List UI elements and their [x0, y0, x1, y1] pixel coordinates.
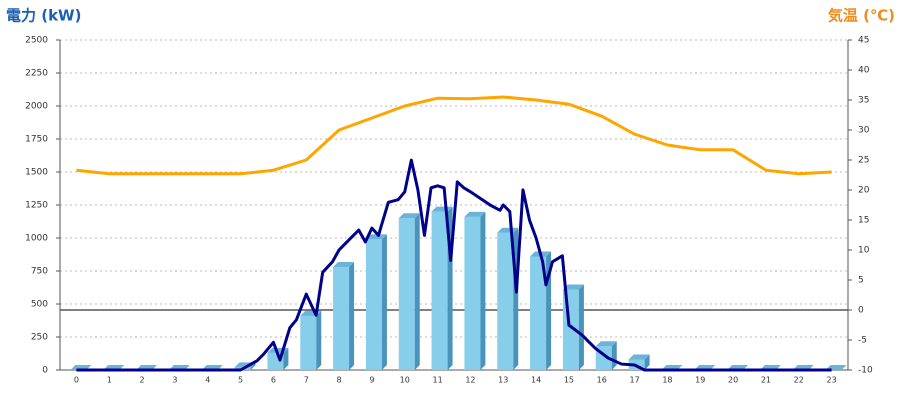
- x-tick-label: 9: [369, 376, 374, 385]
- x-tick-label: 3: [172, 376, 177, 385]
- bar-side: [480, 211, 486, 370]
- y-tick-label: 1250: [25, 201, 48, 211]
- bar-top: [497, 227, 519, 233]
- x-tick-label: 12: [465, 376, 475, 385]
- y-tick-label: 1000: [25, 234, 48, 244]
- bar-top: [628, 354, 650, 360]
- bar: [431, 211, 448, 370]
- line: [76, 158, 832, 372]
- y2-tick-label: 5: [858, 276, 864, 286]
- y-tick-label: 2250: [25, 69, 48, 79]
- x-tick-label: 15: [564, 376, 574, 385]
- bar-top: [333, 262, 355, 268]
- x-tick-label: 13: [498, 376, 508, 385]
- x-tick-label: 22: [794, 376, 804, 385]
- bar: [365, 239, 382, 370]
- x-tick-label: 16: [597, 376, 607, 385]
- bar: [300, 315, 317, 370]
- x-tick-label: 11: [432, 376, 442, 385]
- bar-side: [644, 354, 650, 370]
- x-tick-label: 8: [337, 376, 342, 385]
- x-tick-label: 23: [826, 376, 836, 385]
- x-tick-label: 4: [205, 376, 210, 385]
- bar-side: [414, 213, 420, 370]
- y-tick-label: 2000: [25, 102, 48, 112]
- y-tick-label: 250: [31, 333, 48, 343]
- x-tick-label: 1: [107, 376, 112, 385]
- y2-tick-label: 35: [858, 96, 869, 106]
- y-tick-label: 750: [31, 267, 48, 277]
- bar: [333, 267, 350, 370]
- y2-tick-label: 25: [858, 156, 869, 166]
- x-tick-label: 21: [761, 376, 771, 385]
- y2-tick-label: 20: [858, 186, 870, 196]
- bar-side: [250, 362, 256, 370]
- bar-top: [595, 341, 617, 347]
- bar-top: [562, 284, 584, 290]
- y2-tick-label: 40: [858, 66, 870, 76]
- x-tick-label: 18: [662, 376, 672, 385]
- y2-tick-label: 10: [858, 246, 870, 256]
- bar: [464, 216, 481, 370]
- y-tick-label: 1500: [25, 168, 48, 178]
- bar-top: [464, 211, 486, 217]
- bar-side: [578, 284, 584, 370]
- x-tick-label: 2: [140, 376, 145, 385]
- y2-title: 気温 (℃): [828, 7, 895, 25]
- y2-tick-label: -10: [858, 366, 873, 376]
- y-tick-label: 0: [42, 366, 48, 376]
- x-tick-label: 17: [629, 376, 639, 385]
- y-tick-label: 2500: [25, 36, 48, 46]
- bar-side: [611, 341, 617, 370]
- chart-title: 電力 (kW): [6, 7, 81, 25]
- y2-tick-label: 30: [858, 126, 870, 136]
- bar-side: [381, 234, 387, 370]
- y2-tick-label: 0: [858, 306, 864, 316]
- bar-side: [283, 347, 289, 370]
- x-tick-label: 6: [271, 376, 276, 385]
- x-tick-label: 19: [695, 376, 705, 385]
- x-tick-label: 7: [304, 376, 309, 385]
- bar-side: [316, 310, 322, 370]
- y2-tick-label: 45: [858, 36, 869, 46]
- bar: [398, 218, 415, 370]
- bar-side: [349, 262, 355, 370]
- y-tick-label: 500: [31, 300, 48, 310]
- y2-tick-label: 15: [858, 216, 869, 226]
- line: [76, 95, 832, 176]
- y2-tick-label: -5: [858, 336, 867, 346]
- y-tick-label: 1750: [25, 135, 48, 145]
- bar-top: [398, 213, 420, 219]
- x-tick-label: 0: [74, 376, 79, 385]
- x-tick-label: 14: [531, 376, 541, 385]
- bar: [530, 256, 547, 370]
- x-tick-label: 5: [238, 376, 243, 385]
- bar: [497, 232, 514, 370]
- bar-top: [365, 234, 387, 240]
- x-tick-label: 20: [728, 376, 738, 385]
- x-tick-label: 10: [400, 376, 410, 385]
